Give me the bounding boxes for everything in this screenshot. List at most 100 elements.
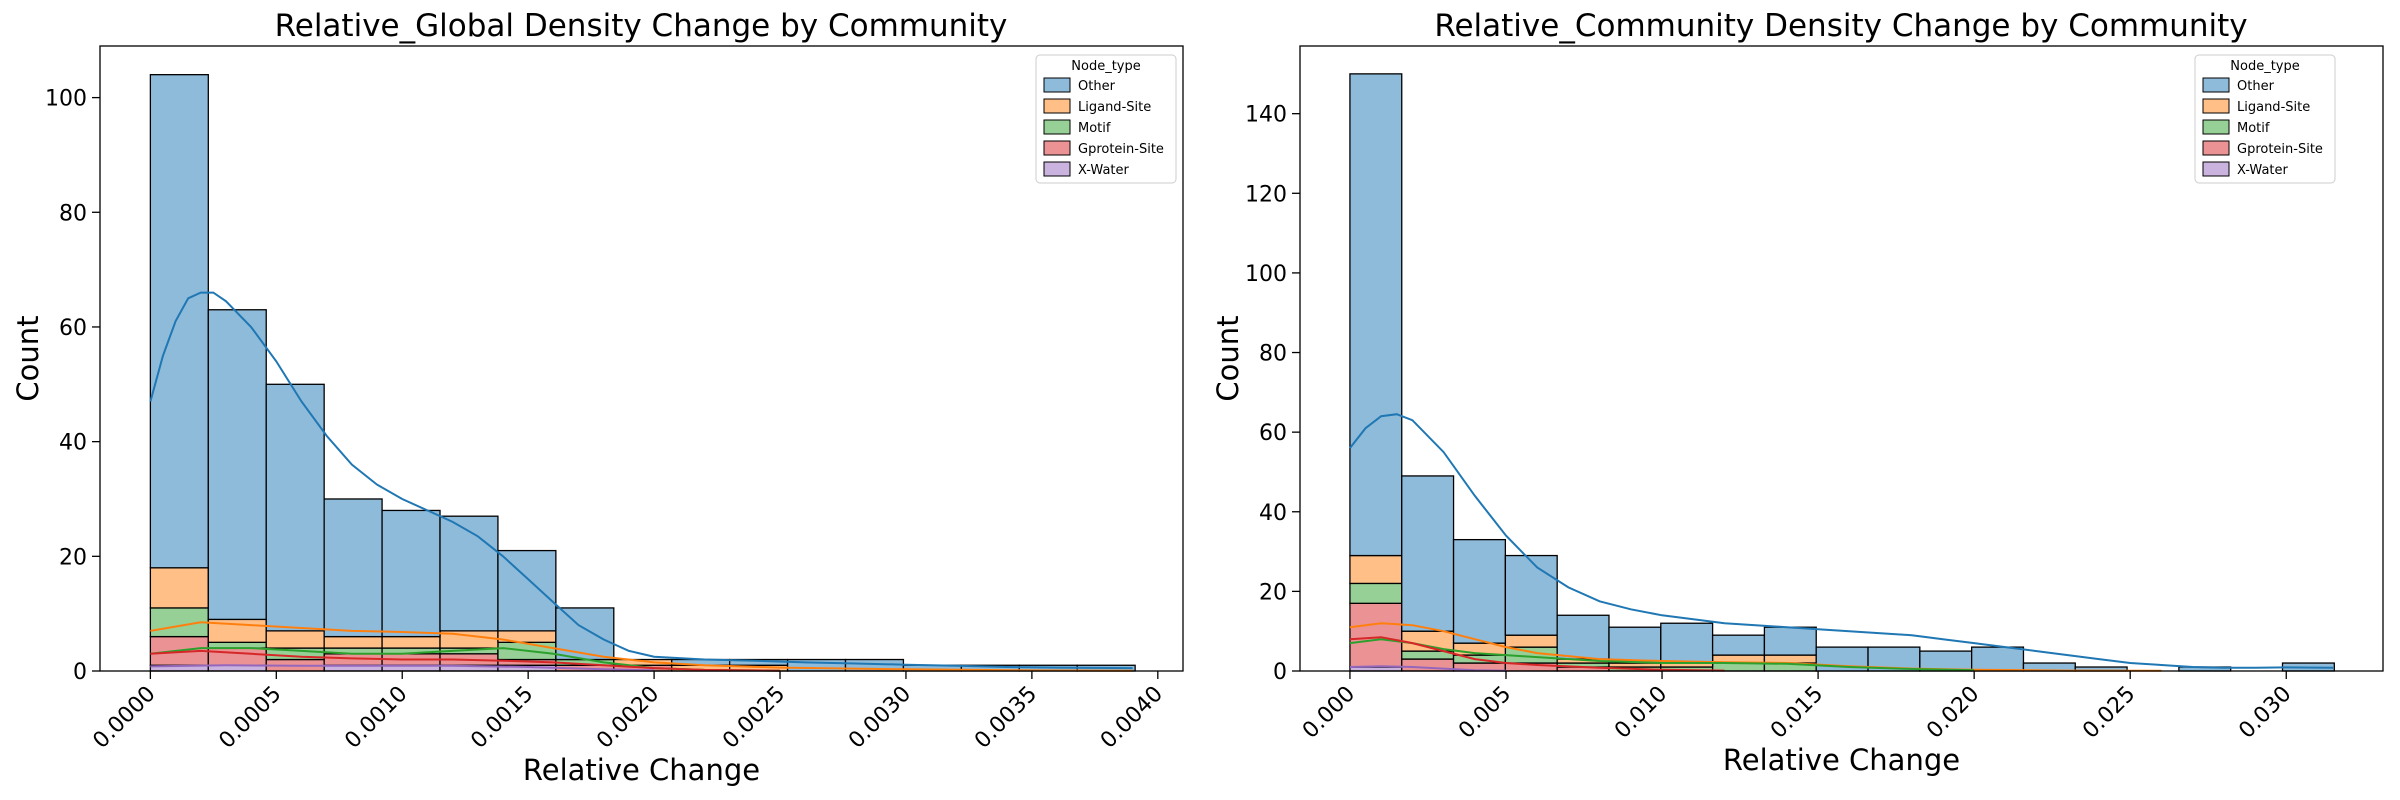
x-tick-label: 0.0040 [1096,682,1168,754]
histogram-bar [1401,475,1455,632]
legend-label: X-Water [1078,163,1130,178]
histogram-bar [1452,538,1507,644]
y-tick-label: 60 [1259,421,1287,446]
legend-swatch [2202,119,2230,135]
x-axis-label: Relative Change [1723,743,1960,777]
kde-curve-ligand-site [150,621,1133,672]
histogram-bar [1608,626,1662,664]
x-tick-label: 0.025 [2078,682,2140,744]
legend-swatch [1043,77,1071,93]
y-tick-label: 120 [1245,182,1287,207]
legend-box [2194,54,2336,184]
histogram-bar [1763,626,1817,656]
histogram-bar [497,549,557,632]
x-tick-label: 0.030 [2234,682,2296,744]
y-tick-label: 40 [59,431,87,456]
y-axis-label: Count [1211,315,1245,401]
histogram-bar [1349,73,1403,557]
histogram-bar [323,635,383,649]
plot-frame [99,45,1184,672]
x-tick-label: 0.0000 [89,682,161,754]
legend-title: Node_type [1071,59,1140,74]
kde-curve-gprotein-site [1349,636,1725,672]
y-tick-label: 100 [1245,262,1287,287]
left-chart-panel: Relative_Global Density Change by Commun… [11,8,1184,787]
histogram-bar [1401,630,1455,652]
histogram-bar [1349,582,1403,604]
histogram-bar [1504,554,1558,636]
legend-label: Ligand-Site [1078,100,1151,115]
histogram-bar [265,630,325,649]
legend-box [1035,54,1177,184]
histogram-bar [265,383,325,632]
y-tick-label: 80 [1259,342,1287,367]
legend-swatch [2202,98,2230,114]
x-tick-label: 0.010 [1610,682,1672,744]
y-tick-label: 40 [1259,501,1287,526]
x-tick-label: 0.015 [1766,682,1828,744]
chart-title: Relative_Global Density Change by Commun… [275,8,1008,44]
histogram-bar [381,635,441,649]
legend-swatch [2202,161,2230,177]
series-other [1349,73,2335,672]
histogram-bar [1970,646,2025,672]
y-tick-label: 0 [73,660,87,685]
x-tick-label: 0.0030 [844,682,916,754]
y-tick-label: 80 [59,201,87,226]
histogram-bar [1660,622,1714,664]
histogram-bar [207,647,267,666]
y-axis-label: Count [11,315,45,401]
series-ligand-site [149,567,789,672]
histogram-bar [207,309,267,621]
x-tick-label: 0.0035 [970,682,1042,754]
histogram-bar [323,498,383,638]
chart-title: Relative_Community Density Change by Com… [1434,8,2247,44]
x-tick-label: 0.0010 [340,682,412,754]
legend: Node_type Other Ligand-Site Motif Gprotein-S… [1035,54,1177,184]
kde-curve-x-water [150,664,655,672]
y-tick-label: 100 [45,87,87,112]
legend-label: X-Water [2237,163,2289,178]
y-tick-label: 20 [59,545,87,570]
legend-swatch [2202,77,2230,93]
legend-title: Node_type [2230,59,2299,74]
legend: Node_type Other Ligand-Site Motif Gprotein-S… [2194,54,2336,184]
legend-swatch [1043,119,1071,135]
right-chart-panel: Relative_Community Density Change by Com… [1211,8,2384,777]
legend-swatch [2202,140,2230,156]
x-tick-label: 0.000 [1298,682,1360,744]
legend-label: Gprotein-Site [2237,142,2323,157]
y-tick-label: 60 [59,316,87,341]
histogram-bar [1504,634,1558,648]
legend-label: Other [1078,79,1116,94]
legend-label: Gprotein-Site [1078,142,1164,157]
legend-label: Motif [2237,121,2270,136]
kde-curve-other [149,291,1133,670]
legend-swatch [1043,140,1071,156]
legend-swatch [1043,161,1071,177]
kde-curve-x-water [1349,665,1507,672]
histogram-bar [555,607,615,661]
kde-curve-other [1349,413,2334,669]
x-tick-label: 0.0025 [718,682,790,754]
histogram-bar [1711,634,1766,656]
histogram-bar [1556,614,1610,660]
histogram-bar [149,567,209,609]
plot-frame [1299,45,2384,672]
histogram-bar [1349,554,1403,585]
x-tick-label: 0.0015 [466,682,538,754]
histogram-bar [381,509,441,638]
x-tick-label: 0.020 [1922,682,1984,744]
histogram-bar [149,74,209,569]
x-tick-label: 0.0005 [214,682,286,754]
histogram-bar [439,515,499,632]
x-tick-label: 0.005 [1454,682,1516,744]
y-tick-label: 140 [1245,103,1287,128]
kde-curve-gprotein-site [150,649,781,672]
x-tick-label: 0.0020 [592,682,664,754]
legend-swatch [1043,98,1071,114]
y-tick-label: 0 [1273,660,1287,685]
legend-label: Ligand-Site [2237,100,2310,115]
histogram-bar [1349,602,1403,668]
